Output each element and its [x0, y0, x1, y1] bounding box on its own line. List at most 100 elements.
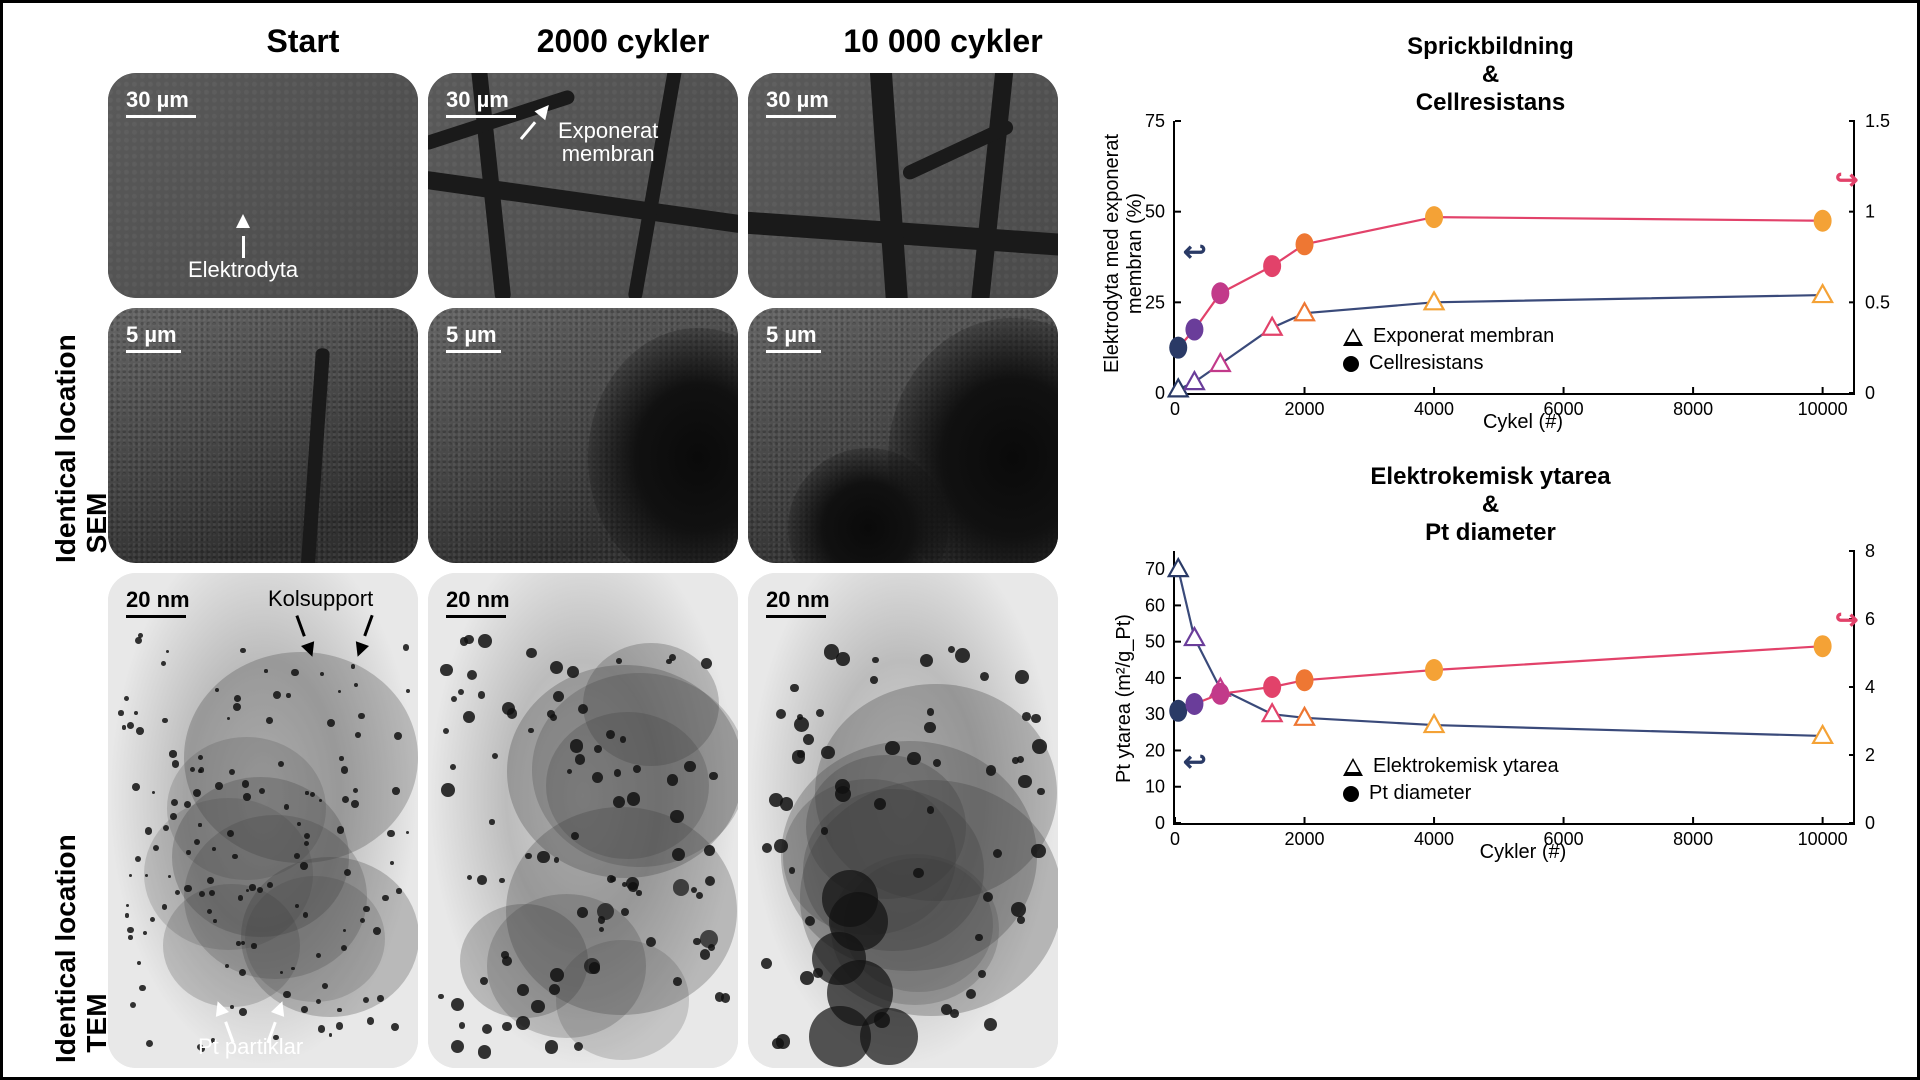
svg-text:10000: 10000 — [1798, 829, 1848, 849]
chart1-ylabel-left: Elektrodyta med exponerat membran (%) — [1101, 134, 1147, 373]
chart1-title: Sprickbildning & Cellresistans — [1083, 33, 1898, 117]
chart2-title-l1: Elektrokemisk ytarea — [1083, 463, 1898, 491]
sem30-2000: 30 µm Exponerat membran — [428, 73, 738, 298]
scalebar-sem5-10000: 5 µm — [766, 322, 821, 353]
chart1-legend-1: Cellresistans — [1369, 352, 1483, 375]
chart1-yll2: membran (%) — [1124, 193, 1146, 314]
chart2-legend-0: Elektrokemisk ytarea — [1373, 755, 1559, 778]
annot-exponerat-l1: Exponerat — [558, 119, 658, 142]
svg-text:0: 0 — [1865, 383, 1875, 403]
svg-text:2000: 2000 — [1285, 399, 1325, 419]
chart1-legend: Exponerat membran Cellresistans — [1343, 321, 1554, 379]
svg-text:40: 40 — [1145, 668, 1165, 688]
scalebar-sem30-2000: 30 µm — [446, 87, 516, 118]
row-label-tem: Identical location TEM — [51, 983, 113, 1063]
row-label-sem-line1: Identical location — [50, 334, 81, 563]
svg-text:8000: 8000 — [1673, 399, 1713, 419]
scalebar-text: 20 nm — [126, 587, 190, 612]
scalebar-sem5-start: 5 µm — [126, 322, 181, 353]
svg-text:10000: 10000 — [1798, 399, 1848, 419]
chart1-title-l1: Sprickbildning — [1083, 33, 1898, 61]
svg-text:6: 6 — [1865, 609, 1875, 629]
chart1-legend-0: Exponerat membran — [1373, 325, 1554, 348]
chart2-arrow-left: ↩ — [1183, 745, 1206, 778]
scalebar-text: 5 µm — [126, 322, 177, 347]
scalebar-text: 20 nm — [766, 587, 830, 612]
svg-text:6000: 6000 — [1544, 829, 1584, 849]
col-header-10000: 10 000 cykler — [783, 23, 1103, 60]
annot-ptpartiklar-text: Pt partiklar — [198, 1035, 303, 1058]
row-label-tem-line1: Identical location — [50, 834, 81, 1063]
scalebar-text: 5 µm — [446, 322, 497, 347]
svg-text:10: 10 — [1145, 777, 1165, 797]
sem5-start: 5 µm — [108, 308, 418, 563]
annot-exponerat-l2: membran — [558, 142, 658, 165]
row-label-sem: Identical location SEM — [51, 483, 113, 563]
col-header-2000: 2000 cykler — [463, 23, 783, 60]
annot-ptpartiklar: Pt partiklar — [198, 1035, 303, 1058]
chart2-title-l3: Pt diameter — [1083, 519, 1898, 547]
scalebar-sem30-start: 30 µm — [126, 87, 196, 118]
svg-text:0: 0 — [1865, 813, 1875, 833]
svg-text:0: 0 — [1170, 829, 1180, 849]
tem-10000: 20 nm — [748, 573, 1058, 1068]
chart1-arrow-right: ↪ — [1835, 163, 1858, 196]
chart2-title-l2: & — [1083, 491, 1898, 519]
svg-text:1: 1 — [1865, 202, 1875, 222]
chart1-title-l2: & — [1083, 61, 1898, 89]
scalebar-sem5-2000: 5 µm — [446, 322, 501, 353]
svg-text:1.5: 1.5 — [1865, 111, 1890, 131]
svg-text:50: 50 — [1145, 202, 1165, 222]
chart2-arrow-right: ↪ — [1835, 603, 1858, 636]
sem5-10000: 5 µm — [748, 308, 1058, 563]
chart2-ylabel-left: Pt ytarea (m²/g_Pt) — [1113, 614, 1136, 783]
svg-text:2000: 2000 — [1285, 829, 1325, 849]
svg-text:50: 50 — [1145, 632, 1165, 652]
chart2-legend: Elektrokemisk ytarea Pt diameter — [1343, 751, 1559, 809]
scalebar-text: 30 µm — [126, 87, 189, 112]
scalebar-tem-10000: 20 nm — [766, 587, 830, 618]
chart-ytarea: Elektrokemisk ytarea & Pt diameter Pt yt… — [1083, 463, 1898, 863]
chart2-title: Elektrokemisk ytarea & Pt diameter — [1083, 463, 1898, 547]
svg-text:0.5: 0.5 — [1865, 292, 1890, 312]
chart-sprickbildning: Sprickbildning & Cellresistans Elektrody… — [1083, 33, 1898, 433]
scalebar-tem-2000: 20 nm — [446, 587, 510, 618]
chart1-yll1: Elektrodyta med exponerat — [1101, 134, 1123, 373]
scalebar-text: 30 µm — [766, 87, 829, 112]
scalebar-text: 30 µm — [446, 87, 509, 112]
scalebar-text: 5 µm — [766, 322, 817, 347]
annot-exponerat: Exponerat membran — [558, 119, 658, 165]
sem30-10000: 30 µm — [748, 73, 1058, 298]
svg-text:2: 2 — [1865, 745, 1875, 765]
chart1-arrow-left: ↩ — [1183, 235, 1206, 268]
tem-2000: 20 nm — [428, 573, 738, 1068]
svg-text:4000: 4000 — [1414, 829, 1454, 849]
chart1-title-l3: Cellresistans — [1083, 89, 1898, 117]
scalebar-sem30-10000: 30 µm — [766, 87, 836, 118]
scalebar-tem-start: 20 nm — [126, 587, 190, 618]
svg-text:0: 0 — [1155, 383, 1165, 403]
svg-text:75: 75 — [1145, 111, 1165, 131]
annot-elektrodyta-text: Elektrodyta — [188, 258, 298, 281]
svg-text:4: 4 — [1865, 677, 1875, 697]
svg-text:8: 8 — [1865, 541, 1875, 561]
svg-text:30: 30 — [1145, 704, 1165, 724]
svg-text:25: 25 — [1145, 292, 1165, 312]
sem5-2000: 5 µm — [428, 308, 738, 563]
annot-kolsupport: Kolsupport — [268, 587, 373, 610]
svg-text:4000: 4000 — [1414, 399, 1454, 419]
svg-text:0: 0 — [1170, 399, 1180, 419]
annot-kolsupport-text: Kolsupport — [268, 587, 373, 610]
annot-elektrodyta: Elektrodyta — [188, 213, 298, 281]
scalebar-text: 20 nm — [446, 587, 510, 612]
svg-text:6000: 6000 — [1544, 399, 1584, 419]
tem-start: 20 nm Kolsupport Pt partiklar — [108, 573, 418, 1068]
svg-text:20: 20 — [1145, 740, 1165, 760]
svg-text:0: 0 — [1155, 813, 1165, 833]
col-header-start: Start — [143, 23, 463, 60]
svg-text:60: 60 — [1145, 595, 1165, 615]
chart2-legend-1: Pt diameter — [1369, 782, 1471, 805]
sem30-start: 30 µm Elektrodyta — [108, 73, 418, 298]
svg-text:70: 70 — [1145, 559, 1165, 579]
svg-text:8000: 8000 — [1673, 829, 1713, 849]
